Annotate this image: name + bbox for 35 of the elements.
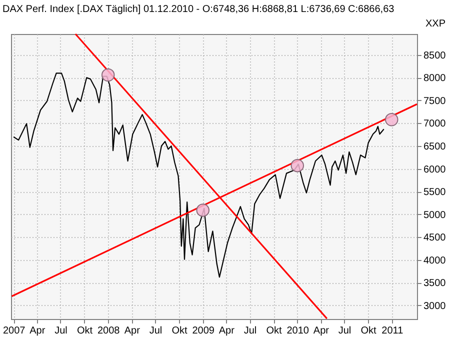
y-tick-label: 8500 (424, 50, 446, 62)
y-tick-label: 3500 (424, 278, 446, 290)
x-tick-label: Okt (172, 326, 188, 336)
x-tick-label: Jul (54, 326, 68, 336)
y-tick-label: 6000 (424, 164, 446, 176)
x-tick-label: Jul (149, 326, 162, 336)
y-tick-label: 8000 (424, 73, 446, 84)
x-tick-label: 2009 (192, 326, 215, 336)
y-tick-label: 7500 (424, 96, 446, 107)
y-tick-label: 3000 (424, 300, 446, 312)
y-tick-label: 5000 (424, 210, 446, 221)
x-tick-label: Apr (218, 326, 236, 336)
x-tick-label: Apr (124, 326, 141, 336)
point (385, 112, 398, 126)
point (196, 204, 210, 217)
x-tick-label: Okt (266, 326, 282, 336)
x-tick-label: 2011 (382, 326, 404, 336)
x-tick-label: Apr (313, 326, 330, 336)
y-tick-label: 4000 (424, 255, 446, 266)
y-tick-label: 5500 (424, 187, 446, 198)
chart-title: DAX Perf. Index [.DAX Täglich] 01.12.2010 - O:6748,36 H:6868,81 L:6736,69 C:6866,63 (2, 4, 395, 15)
x-tick-label: Okt (360, 326, 377, 336)
x-tick-label: 2010 (286, 326, 310, 336)
point (101, 68, 115, 82)
x-tick-label: Jul (244, 326, 257, 336)
x-tick-label: Apr (30, 326, 46, 336)
x-tick-label: 2008 (97, 326, 120, 336)
y-axis-title: XXP (425, 18, 446, 30)
y-tick-label: 4500 (424, 232, 446, 244)
x-tick-label: Jul (338, 326, 352, 336)
y-tick-label: 7000 (424, 118, 446, 130)
x-tick-label: Okt (76, 326, 93, 336)
x-tick-label: 2007 (2, 326, 26, 336)
y-tick-label: 6500 (424, 141, 446, 152)
point (290, 158, 304, 172)
